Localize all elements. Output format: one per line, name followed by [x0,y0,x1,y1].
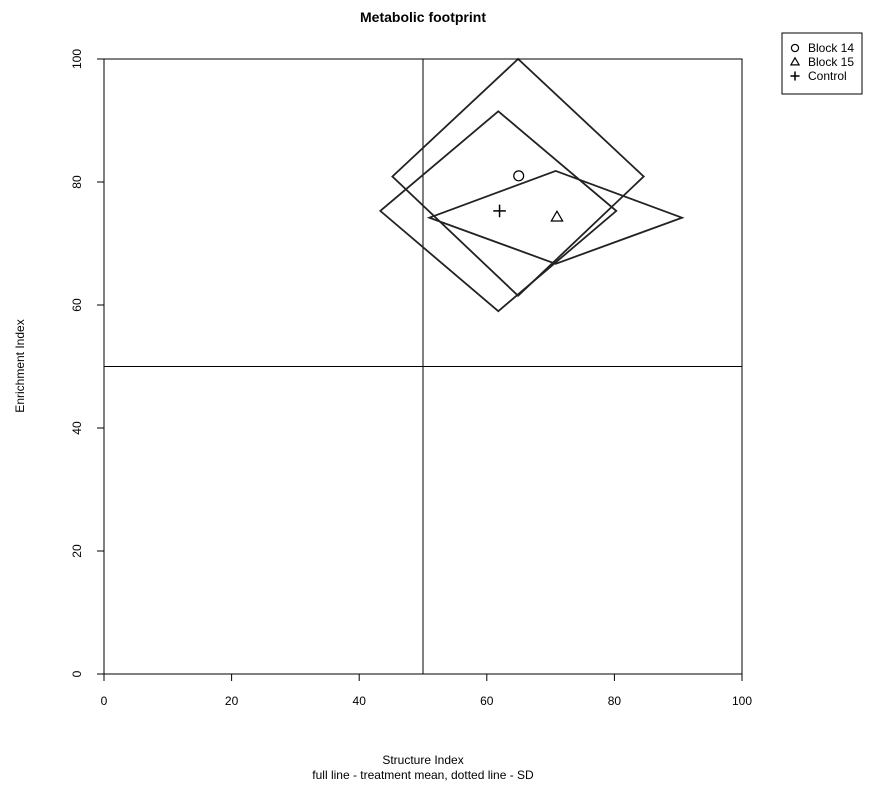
legend-marker-block-15 [789,56,801,66]
x-tick-label: 0 [101,694,108,708]
reference-lines [104,59,742,674]
x-axis-label: Structure Index [382,753,463,767]
y-tick-label: 0 [70,670,84,677]
point-block-15 [550,209,564,222]
legend-marker-control [790,71,800,81]
legend-marker-block-15-shape [789,56,801,66]
footprint-block-15 [426,169,685,265]
y-tick-label: 40 [70,421,84,435]
footprint-polygons [378,57,685,313]
legend-marker-block-14-shape [790,43,800,53]
point-block-14 [513,170,525,182]
x-tick-label: 80 [608,694,622,708]
legend-marker-block-14 [790,43,800,53]
footprint-control [378,110,618,313]
plot-frame [103,58,743,675]
x-axis-subtitle: full line - treatment mean, dotted line … [312,768,534,782]
footprint-block-14 [391,57,646,298]
legend-label-control: Control [808,69,847,83]
treatment-points [493,170,564,222]
y-tick-label: 80 [70,175,84,189]
point-control [493,204,506,218]
x-tick-label: 20 [225,694,239,708]
x-tick-label: 100 [732,694,752,708]
point-block-14-shape [513,170,525,182]
point-block-15-shape [550,209,564,222]
legend-box [781,32,863,95]
x-tick-label: 40 [353,694,367,708]
legend-label-block-14: Block 14 [808,41,854,55]
x-axis: 0 20 40 60 80 100 [101,674,752,708]
legend-label-block-15: Block 15 [808,55,854,69]
y-tick-label: 20 [70,544,84,558]
y-tick-label: 60 [70,298,84,312]
y-axis: 0 20 40 60 80 100 [70,49,104,677]
y-tick-label: 100 [70,49,84,69]
x-tick-label: 60 [480,694,494,708]
chart-title: Metabolic footprint [360,9,486,25]
y-axis-label: Enrichment Index [13,319,27,412]
